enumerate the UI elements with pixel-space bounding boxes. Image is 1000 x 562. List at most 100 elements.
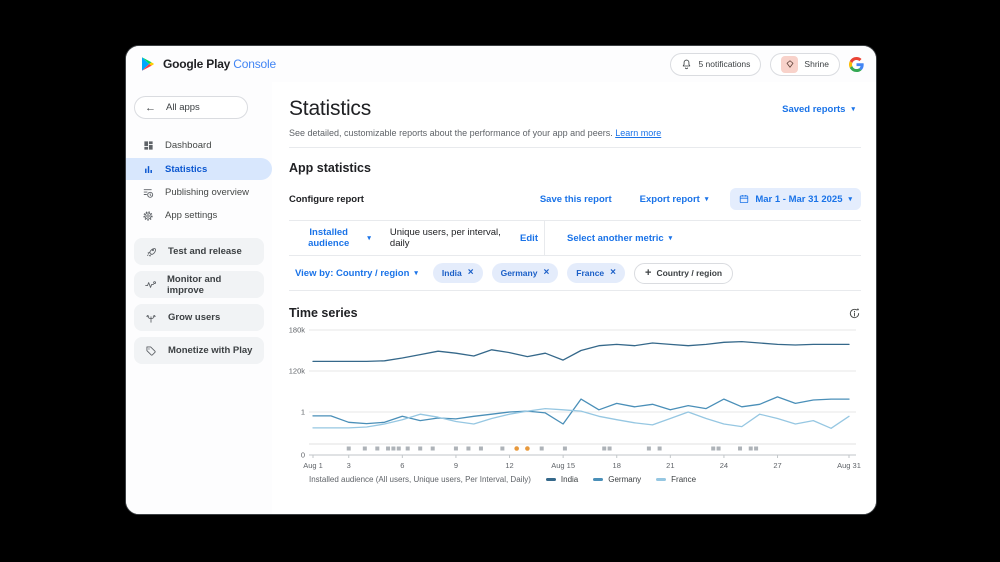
date-range-label: Mar 1 - Mar 31 2025 xyxy=(755,193,843,205)
svg-text:Aug 15: Aug 15 xyxy=(551,461,575,470)
dashboard-icon xyxy=(141,140,155,151)
chevron-down-icon: ▾ xyxy=(704,195,709,203)
svg-text:180k: 180k xyxy=(289,326,305,335)
svg-text:Aug 1: Aug 1 xyxy=(303,461,323,470)
all-apps-label: All apps xyxy=(166,102,200,113)
svg-text:3: 3 xyxy=(347,461,351,470)
time-series-title: Time series xyxy=(289,306,358,320)
sidebar-item-grow-users[interactable]: Grow users xyxy=(134,304,264,331)
sidebar-item-label: Dashboard xyxy=(165,140,212,151)
metric-dropdown[interactable]: Installed audience ▾ xyxy=(289,226,377,250)
svg-text:21: 21 xyxy=(666,461,674,470)
add-country-region-button[interactable]: + Country / region xyxy=(634,262,734,284)
chevron-down-icon: ▾ xyxy=(848,195,852,203)
bell-icon xyxy=(681,58,692,70)
sidebar-nav: Dashboard Statistics xyxy=(126,135,272,226)
pulse-icon xyxy=(144,279,157,291)
topbar: Google Play Console 5 notifications xyxy=(126,46,876,82)
app-window: Google Play Console 5 notifications xyxy=(125,45,877,515)
time-series-chart[interactable]: 180k 120k 1 0 Aug 1 3 6 9 12 Aug 15 18 21 24 27 Aug 31 xyxy=(289,325,861,473)
sidebar-item-monitor-and-improve[interactable]: Monitor and improve xyxy=(134,271,264,298)
svg-text:6: 6 xyxy=(400,461,404,470)
google-logo-icon[interactable] xyxy=(849,56,864,72)
main-content: Statistics Saved reports ▾ See detailed,… xyxy=(272,82,876,514)
select-another-metric-dropdown[interactable]: Select another metric ▾ xyxy=(561,232,678,245)
sidebar-item-label: Test and release xyxy=(168,246,242,257)
page-title: Statistics xyxy=(289,97,372,120)
sidebar-item-label: Statistics xyxy=(165,163,208,175)
gear-icon xyxy=(141,210,155,222)
view-by-dropdown[interactable]: View by: Country / region ▾ xyxy=(289,267,424,280)
svg-text:0: 0 xyxy=(301,451,305,460)
sidebar-item-label: Grow users xyxy=(168,312,221,323)
sidebar-groups: Test and release Monitor and improve xyxy=(126,238,272,364)
shrine-app-icon xyxy=(781,55,799,73)
app-statistics-title: App statistics xyxy=(289,161,371,175)
grow-users-icon xyxy=(144,312,158,324)
sidebar-item-publishing-overview[interactable]: Publishing overview xyxy=(126,182,272,203)
notifications-label: 5 notifications xyxy=(698,59,751,69)
app-switcher-button[interactable]: Shrine xyxy=(770,52,840,76)
topbar-actions: 5 notifications Shrine xyxy=(670,52,864,76)
france-swatch xyxy=(656,478,667,481)
filter-chip-france[interactable]: France × xyxy=(567,263,625,283)
configure-report-label: Configure report xyxy=(289,193,364,205)
sidebar-item-statistics[interactable]: Statistics xyxy=(126,158,272,180)
notifications-button[interactable]: 5 notifications xyxy=(670,52,762,76)
saved-reports-button[interactable]: Saved reports ▾ xyxy=(776,103,861,116)
chart-legend: Installed audience (All users, Unique us… xyxy=(289,475,861,484)
bar-chart-icon xyxy=(141,164,155,175)
publishing-overview-icon xyxy=(141,187,155,199)
legend-item-india: India xyxy=(545,475,578,484)
sidebar-item-test-and-release[interactable]: Test and release xyxy=(134,238,264,265)
svg-text:120k: 120k xyxy=(289,367,305,376)
svg-text:Aug 31: Aug 31 xyxy=(837,461,861,470)
edit-metric-button[interactable]: Edit xyxy=(514,232,544,245)
page-subtitle: See detailed, customizable reports about… xyxy=(289,128,861,148)
app-name: Shrine xyxy=(804,59,829,69)
remove-chip-icon[interactable]: × xyxy=(543,267,550,278)
sidebar: ← All apps Dashboard xyxy=(126,82,272,514)
divider xyxy=(544,221,545,255)
sidebar-item-label: App settings xyxy=(165,210,218,221)
all-apps-button[interactable]: ← All apps xyxy=(134,96,248,119)
view-by-row: View by: Country / region ▾ India × Germ… xyxy=(289,256,861,291)
svg-text:12: 12 xyxy=(505,461,513,470)
brand-google-play: Google Play xyxy=(163,57,231,71)
legend-caption: Installed audience (All users, Unique us… xyxy=(309,475,531,484)
sidebar-item-app-settings[interactable]: App settings xyxy=(126,205,272,226)
svg-text:1: 1 xyxy=(301,408,305,417)
chevron-down-icon: ▾ xyxy=(414,269,418,277)
sidebar-item-monetize-with-play[interactable]: Monetize with Play xyxy=(134,337,264,364)
remove-chip-icon[interactable]: × xyxy=(610,267,616,278)
learn-more-link[interactable]: Learn more xyxy=(615,128,662,138)
legend-item-germany: Germany xyxy=(593,475,641,484)
sidebar-item-label: Monetize with Play xyxy=(168,345,253,356)
configure-report-row: Configure report Save this report Export… xyxy=(289,188,861,221)
calendar-icon xyxy=(739,194,749,204)
brand-console: Console xyxy=(233,57,276,71)
svg-text:9: 9 xyxy=(454,461,458,470)
india-swatch xyxy=(545,478,556,481)
svg-text:18: 18 xyxy=(613,461,621,470)
brand: Google Play Console xyxy=(140,56,276,72)
chevron-down-icon: ▾ xyxy=(851,105,855,113)
sidebar-item-label: Publishing overview xyxy=(165,187,249,198)
tag-icon xyxy=(144,345,158,357)
date-range-button[interactable]: Mar 1 - Mar 31 2025 ▾ xyxy=(730,188,861,210)
filter-chip-india[interactable]: India × xyxy=(432,263,483,283)
plus-icon: + xyxy=(645,267,652,279)
export-report-button[interactable]: Export report ▾ xyxy=(634,193,715,206)
back-arrow-icon: ← xyxy=(145,101,156,114)
remove-chip-icon[interactable]: × xyxy=(467,267,474,278)
filter-chip-germany[interactable]: Germany × xyxy=(491,263,559,283)
svg-text:27: 27 xyxy=(773,461,781,470)
metric-detail: Unique users, per interval, daily xyxy=(389,227,501,249)
report-updates-icon[interactable] xyxy=(848,307,861,320)
sidebar-item-dashboard[interactable]: Dashboard xyxy=(126,135,272,156)
save-report-button[interactable]: Save this report xyxy=(534,193,618,206)
chevron-down-icon: ▾ xyxy=(367,234,371,242)
sidebar-item-label: Monitor and improve xyxy=(167,273,222,296)
rocket-icon xyxy=(144,246,158,258)
